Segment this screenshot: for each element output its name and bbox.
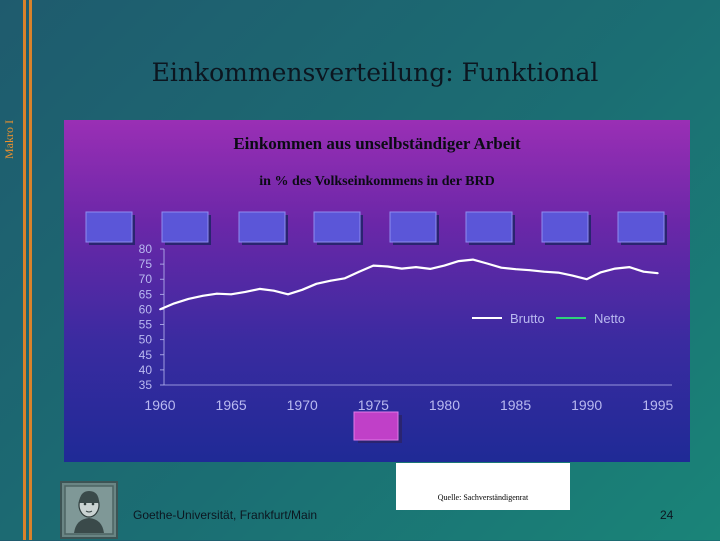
sidebar-label: Makro I <box>2 120 16 159</box>
y-tick-label: 65 <box>139 287 153 301</box>
sidebar-rule-left <box>23 0 26 540</box>
data-point <box>557 271 560 274</box>
data-point <box>600 271 602 274</box>
data-point <box>216 292 218 295</box>
series-line-brutto <box>159 258 658 311</box>
tab-block <box>617 211 665 243</box>
chart-panel: Einkommen aus unselbständiger Arbeit in … <box>64 120 690 462</box>
data-point <box>244 291 247 293</box>
data-point <box>457 260 460 262</box>
x-tick-label: 1960 <box>144 397 175 413</box>
data-point <box>187 298 190 300</box>
data-point <box>614 267 616 270</box>
y-tick-label: 40 <box>139 363 153 377</box>
source-box: Quelle: Sachverständigenrat <box>396 463 570 510</box>
data-point <box>258 288 261 290</box>
tab-block <box>313 211 361 243</box>
data-point <box>514 268 517 271</box>
data-point <box>287 293 289 296</box>
y-tick-label: 70 <box>139 272 153 286</box>
data-point <box>528 269 531 272</box>
data-point <box>230 293 233 296</box>
x-tick-label: 1995 <box>642 397 673 413</box>
data-point <box>472 258 474 261</box>
slide-title: Einkommensverteilung: Funktional <box>151 58 599 87</box>
footer-institution: Goethe-Universität, Frankfurt/Main <box>133 508 318 522</box>
x-tick-label: 1980 <box>429 397 460 413</box>
data-point <box>159 308 161 311</box>
tab-block <box>161 211 209 243</box>
tab-block <box>389 211 437 243</box>
chart-subtitle: in % des Volkseinkommens in der BRD <box>259 174 495 189</box>
page-number: 24 <box>660 508 674 522</box>
university-logo <box>60 481 118 539</box>
data-point <box>443 264 446 267</box>
data-point <box>486 262 488 265</box>
source-text: Quelle: Sachverständigenrat <box>437 493 529 502</box>
tab-block <box>465 211 513 243</box>
data-point <box>372 264 375 267</box>
legend-label-netto: Netto <box>594 311 625 326</box>
data-point <box>642 270 645 273</box>
tab-block <box>85 211 133 243</box>
data-point <box>500 266 503 269</box>
data-point <box>173 302 176 305</box>
data-point <box>585 278 588 281</box>
y-tick-label: 50 <box>139 333 153 347</box>
data-point <box>400 267 403 270</box>
x-tick-label: 1970 <box>287 397 318 413</box>
data-point <box>656 272 659 275</box>
data-point <box>272 289 275 292</box>
legend-label-brutto: Brutto <box>510 311 545 326</box>
tab-block <box>353 411 399 441</box>
x-tick-label: 1965 <box>216 397 247 413</box>
y-tick-label: 60 <box>139 302 153 316</box>
data-point <box>315 282 318 285</box>
y-tick-label: 75 <box>139 257 153 271</box>
data-point <box>301 288 304 291</box>
data-point <box>329 279 332 282</box>
data-point <box>571 274 574 277</box>
y-tick-label: 35 <box>139 378 153 392</box>
x-tick-label: 1975 <box>358 397 389 413</box>
goethe-portrait-icon <box>64 485 114 535</box>
data-point <box>201 294 204 297</box>
data-point <box>344 277 346 280</box>
x-tick-label: 1990 <box>571 397 602 413</box>
tab-block <box>541 211 589 243</box>
x-tick-label: 1985 <box>500 397 531 413</box>
y-tick-label: 55 <box>139 318 153 332</box>
chart-title: Einkommen aus unselbständiger Arbeit <box>233 134 521 153</box>
data-point <box>628 266 631 268</box>
tab-block <box>238 211 286 243</box>
data-point <box>429 268 432 270</box>
data-point <box>415 266 417 268</box>
y-tick-label: 80 <box>139 242 153 256</box>
data-point <box>543 270 545 273</box>
data-point <box>358 270 360 273</box>
sidebar: Makro I <box>0 0 32 540</box>
data-point <box>386 265 389 268</box>
sidebar-rule-right <box>29 0 32 540</box>
y-tick-label: 45 <box>139 348 153 362</box>
